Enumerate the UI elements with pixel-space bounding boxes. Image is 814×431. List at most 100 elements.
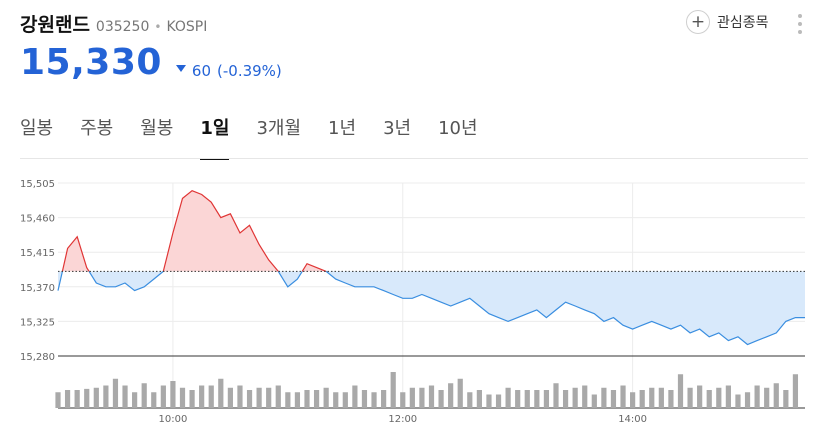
- volume-bar: [735, 394, 741, 408]
- watchlist-label: 관심종목: [717, 15, 769, 31]
- volume-bar: [400, 392, 406, 408]
- volume-bar: [313, 390, 320, 408]
- volume-bar: [773, 383, 779, 408]
- change-percent: (-0.39%): [217, 61, 282, 80]
- tab-weekly[interactable]: 주봉: [80, 118, 114, 139]
- volume-bar: [725, 385, 731, 408]
- down-price-line: [88, 270, 164, 292]
- volume-bar: [199, 385, 205, 408]
- volume-bar: [428, 385, 435, 408]
- volume-bar: [342, 392, 348, 408]
- volume-bar: [582, 385, 588, 408]
- volume-bar: [534, 390, 540, 408]
- up-price-line: [301, 262, 327, 272]
- more-vertical-icon[interactable]: [798, 14, 802, 34]
- volume-bar: [591, 394, 597, 408]
- volume-bar: [448, 383, 454, 408]
- volume-bar: [132, 392, 138, 408]
- x-tick-label: 12:00: [388, 414, 417, 425]
- volume-bar: [381, 390, 387, 408]
- volume-bar: [754, 385, 760, 408]
- plus-icon: +: [686, 10, 710, 34]
- stock-name: 강원랜드: [20, 14, 90, 36]
- down-area: [278, 271, 303, 287]
- y-tick-label: 15,280: [20, 352, 55, 363]
- volume-bar: [668, 390, 674, 408]
- tabs-divider: [20, 158, 808, 159]
- volume-bar: [285, 392, 291, 408]
- volume-bar: [55, 392, 61, 408]
- volume-bar: [170, 381, 176, 408]
- intraday-chart[interactable]: 15,505 15,460 15,415 15,370 15,325 15,280 10:0…: [0, 160, 814, 427]
- volume-bar: [543, 390, 550, 408]
- volume-bar: [74, 390, 80, 408]
- stock-code: 035250: [95, 19, 150, 35]
- volume-bar: [697, 385, 703, 408]
- volume-bar: [208, 385, 214, 408]
- volume-bar: [687, 387, 693, 408]
- stock-header: 강원랜드 035250 • KOSPI: [20, 10, 207, 37]
- volume-bar: [495, 394, 502, 408]
- x-tick-label: 10:00: [159, 414, 188, 425]
- volume-bar: [601, 387, 607, 408]
- tab-1day[interactable]: 1일: [200, 114, 230, 160]
- period-tabs: 일봉 주봉 월봉 1일 3개월 1년 3년 10년: [20, 114, 505, 160]
- volume-bar: [620, 385, 626, 408]
- volume-bar: [151, 392, 157, 408]
- volume-bar: [409, 387, 415, 408]
- volume-bar: [371, 392, 377, 408]
- y-tick-label: 15,325: [20, 317, 55, 328]
- down-price-line: [57, 271, 63, 291]
- volume-bar: [515, 390, 521, 408]
- volume-bar: [112, 378, 119, 408]
- add-watchlist-button[interactable]: + 관심종목: [686, 10, 769, 34]
- volume-bar: [64, 390, 71, 408]
- title-row: 강원랜드 035250 • KOSPI: [20, 10, 207, 37]
- volume-bar: [275, 385, 281, 408]
- tab-3month[interactable]: 3개월: [256, 118, 302, 139]
- volume-bar: [103, 385, 109, 408]
- price-row: 15,330 60 (-0.39%): [20, 42, 282, 83]
- volume-bar: [237, 385, 243, 408]
- volume-bar: [649, 387, 655, 408]
- down-area: [326, 271, 805, 345]
- y-tick-label: 15,370: [20, 283, 55, 294]
- up-price-line: [61, 235, 90, 272]
- volume-bar: [524, 390, 530, 408]
- volume-bar: [179, 387, 186, 408]
- separator-dot: •: [154, 20, 162, 34]
- volume-bar: [792, 374, 799, 408]
- volume-bar: [438, 390, 444, 408]
- volume-bar: [658, 387, 664, 408]
- volume-bar: [352, 385, 358, 408]
- volume-bar: [610, 390, 617, 408]
- volume-bar: [304, 390, 310, 408]
- market-name: KOSPI: [166, 19, 208, 35]
- tab-10year[interactable]: 10년: [438, 118, 478, 139]
- x-tick-label: 14:00: [618, 414, 647, 425]
- volume-bar: [744, 392, 751, 408]
- down-price-line: [277, 271, 303, 288]
- volume-bar: [553, 383, 559, 408]
- volume-bar: [122, 385, 128, 408]
- y-tick-label: 15,460: [20, 214, 55, 225]
- price-change: 60 (-0.39%): [175, 61, 282, 80]
- volume-bar: [256, 387, 262, 408]
- volume-bar: [361, 390, 368, 408]
- volume-bar: [93, 387, 99, 408]
- volume-bar: [227, 387, 233, 408]
- volume-bar: [562, 390, 569, 408]
- volume-bar: [476, 390, 482, 408]
- volume-bar: [505, 387, 511, 408]
- up-area: [163, 190, 279, 272]
- current-price: 15,330: [20, 42, 162, 83]
- up-area: [62, 236, 90, 272]
- down-price-line: [325, 270, 805, 346]
- tab-daily[interactable]: 일봉: [20, 118, 54, 139]
- tab-monthly[interactable]: 월봉: [140, 118, 174, 139]
- down-triangle-icon: [175, 65, 186, 72]
- tab-1year[interactable]: 1년: [328, 118, 357, 139]
- volume-bar: [160, 385, 166, 408]
- tab-3year[interactable]: 3년: [383, 118, 412, 139]
- volume-bar: [390, 372, 396, 408]
